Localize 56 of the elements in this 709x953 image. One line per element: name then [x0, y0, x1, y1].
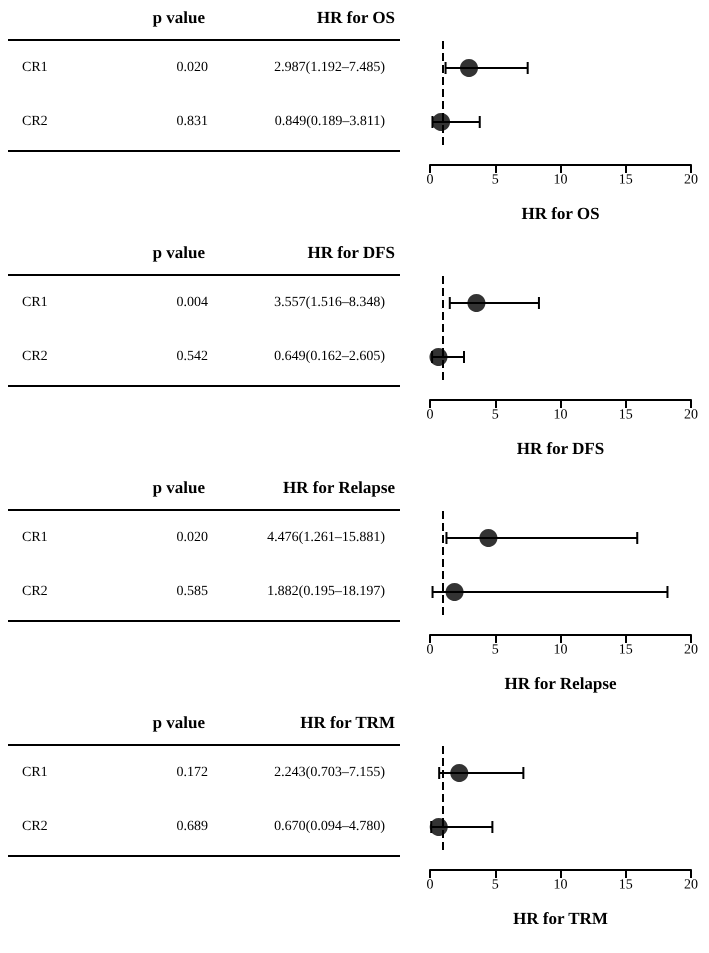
text: p value [152, 243, 205, 263]
x-tick-label: 20 [684, 642, 698, 658]
data-label: 4.476(1.261–15.881) [267, 530, 385, 546]
text: p value [152, 8, 205, 28]
data-label: 2.987(1.192–7.485) [274, 60, 385, 76]
x-tick-label: 15 [618, 878, 633, 892]
x-tick-label: 5 [492, 878, 499, 892]
text: 0.020 [176, 530, 208, 546]
data-label: 0.849(0.189–3.811) [274, 114, 385, 130]
x-tick-label: 0 [426, 408, 434, 422]
x-tick-label: 15 [618, 642, 633, 658]
text: 0.542 [176, 349, 208, 365]
category-label: CR2 [22, 349, 48, 364]
text: p value [152, 713, 205, 733]
x-tick-label: 10 [554, 642, 568, 658]
category-label: CR1 [22, 530, 48, 545]
x-tick-label: 5 [492, 172, 499, 188]
text: HR for DFS [307, 243, 395, 263]
text: 0.831 [176, 114, 208, 130]
data-label: 1.882(0.195–18.197) [267, 584, 385, 600]
text: 0.585 [176, 584, 208, 600]
data-label: 3.557(1.516–8.348) [274, 295, 385, 311]
category-label: CR2 [22, 819, 48, 834]
x-tick-label: 10 [554, 172, 568, 188]
text: HR for Relapse [282, 478, 395, 498]
x-tick-label: 20 [684, 408, 698, 422]
text: 0.172 [176, 765, 208, 781]
category-label: CR2 [22, 114, 48, 129]
x-tick-label: 5 [492, 642, 499, 658]
x-tick-label: 10 [554, 878, 568, 892]
category-label: CR1 [22, 60, 48, 75]
x-tick-label: 20 [684, 172, 698, 188]
text: 0.689 [176, 819, 208, 835]
x-axis-title: HR for OS [521, 204, 600, 223]
data-label: 0.670(0.094–4.780) [274, 819, 385, 835]
data-label: 2.243(0.703–7.155) [274, 765, 385, 781]
x-tick-label: 5 [492, 408, 499, 422]
x-tick-label: 10 [554, 408, 568, 422]
category-label: CR1 [22, 295, 48, 310]
text: HR for OS [316, 8, 395, 28]
x-axis-title: HR for Relapse [504, 674, 617, 693]
x-tick-label: 15 [618, 172, 633, 188]
x-axis-title: HR for TRM [513, 909, 608, 928]
x-tick-label: 20 [684, 878, 698, 892]
x-tick-label: 0 [426, 878, 434, 892]
text: 0.020 [176, 60, 208, 76]
text: p value [152, 478, 205, 498]
data-label: 0.649(0.162–2.605) [274, 349, 385, 365]
text: HR for TRM [300, 713, 395, 733]
text: 0.004 [176, 295, 208, 311]
x-axis-title: HR for DFS [516, 439, 604, 458]
category-label: CR2 [22, 584, 48, 599]
x-tick-label: 0 [426, 172, 434, 188]
x-tick-label: 0 [426, 642, 434, 658]
category-label: CR1 [22, 765, 48, 780]
x-tick-label: 15 [618, 408, 633, 422]
